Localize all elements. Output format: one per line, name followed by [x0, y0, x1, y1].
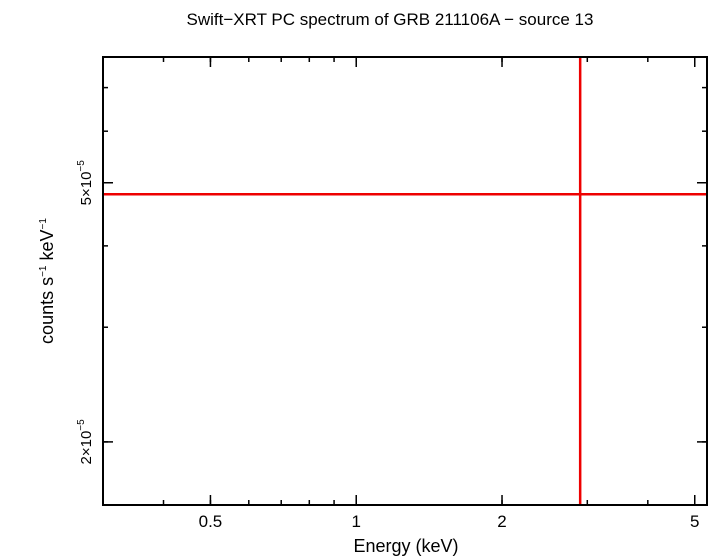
y-tick-mantissa: 2×10: [78, 431, 95, 465]
y-tick-label: 2×10−5: [76, 419, 95, 465]
x-tick-label: 0.5: [199, 512, 223, 531]
data-series: [103, 57, 707, 505]
chart-title: Swift−XRT PC spectrum of GRB 211106A − s…: [187, 10, 594, 29]
x-tick-labels: 0.5 1 2 5: [199, 512, 700, 531]
y-axis-label: counts s−1 keV−1: [37, 218, 57, 344]
y-tick-exponent: −5: [76, 419, 87, 431]
axis-ticks: [102, 57, 707, 505]
x-tick-label: 5: [690, 512, 699, 531]
y-axis-label-sup: −1: [38, 218, 49, 230]
x-tick-label: 1: [351, 512, 360, 531]
y-axis-label-part: counts s: [37, 277, 57, 344]
x-axis-label: Energy (keV): [353, 536, 458, 556]
y-axis-label-sup: −1: [38, 265, 49, 277]
x-tick-label: 2: [497, 512, 506, 531]
y-tick-label: 5×10−5: [76, 160, 95, 206]
y-tick-mantissa: 5×10: [78, 172, 95, 206]
y-tick-labels: 2×10−55×10−5: [76, 160, 95, 465]
y-tick-exponent: −5: [76, 160, 87, 172]
plot-frame: [102, 56, 708, 506]
y-axis-label-part: keV: [37, 229, 57, 265]
